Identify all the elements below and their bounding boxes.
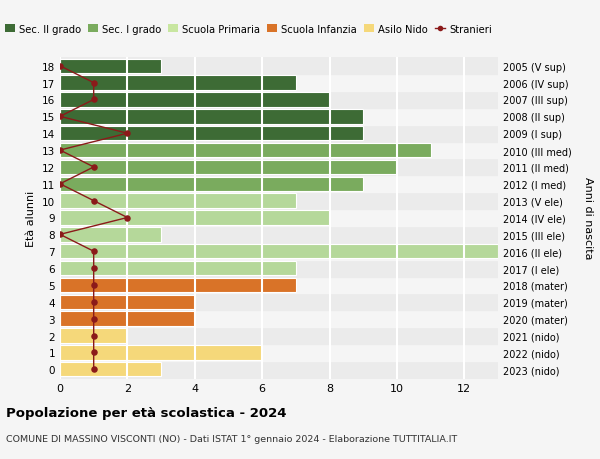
Y-axis label: Età alunni: Età alunni: [26, 190, 37, 246]
Bar: [60, 361, 498, 378]
Bar: [60, 60, 161, 74]
Bar: [60, 210, 498, 226]
Text: COMUNE DI MASSINO VISCONTI (NO) - Dati ISTAT 1° gennaio 2024 - Elaborazione TUTT: COMUNE DI MASSINO VISCONTI (NO) - Dati I…: [6, 434, 457, 443]
Bar: [60, 329, 127, 343]
Point: [89, 164, 98, 171]
Point: [89, 315, 98, 323]
Bar: [60, 295, 195, 309]
Legend: Sec. II grado, Sec. I grado, Scuola Primaria, Scuola Infanzia, Asilo Nido, Stran: Sec. II grado, Sec. I grado, Scuola Prim…: [1, 21, 496, 39]
Point: [89, 197, 98, 205]
Bar: [60, 278, 296, 292]
Point: [89, 332, 98, 340]
Bar: [60, 159, 498, 176]
Bar: [60, 127, 363, 141]
Bar: [60, 312, 195, 326]
Bar: [60, 346, 262, 360]
Point: [55, 147, 65, 154]
Text: Popolazione per età scolastica - 2024: Popolazione per età scolastica - 2024: [6, 406, 287, 419]
Y-axis label: Anni di nascita: Anni di nascita: [583, 177, 593, 259]
Bar: [60, 177, 363, 191]
Point: [55, 113, 65, 121]
Point: [89, 265, 98, 272]
Bar: [60, 211, 329, 225]
Point: [89, 96, 98, 104]
Bar: [60, 109, 498, 125]
Bar: [60, 194, 296, 208]
Bar: [60, 160, 397, 175]
Point: [55, 63, 65, 70]
Bar: [60, 226, 498, 243]
Bar: [60, 294, 498, 311]
Point: [89, 80, 98, 87]
Point: [89, 366, 98, 373]
Bar: [60, 362, 161, 376]
Bar: [60, 176, 498, 193]
Bar: [60, 228, 161, 242]
Bar: [60, 344, 498, 361]
Bar: [60, 75, 498, 92]
Bar: [60, 193, 498, 210]
Point: [89, 248, 98, 255]
Bar: [60, 142, 498, 159]
Bar: [60, 261, 296, 276]
Bar: [60, 76, 296, 90]
Bar: [60, 110, 363, 124]
Bar: [60, 260, 498, 277]
Bar: [60, 93, 329, 107]
Bar: [60, 277, 498, 294]
Bar: [60, 311, 498, 327]
Point: [89, 282, 98, 289]
Point: [89, 349, 98, 356]
Point: [89, 298, 98, 306]
Point: [55, 231, 65, 239]
Bar: [60, 243, 498, 260]
Point: [122, 130, 132, 138]
Point: [55, 181, 65, 188]
Bar: [60, 92, 498, 109]
Bar: [60, 245, 498, 259]
Bar: [60, 144, 431, 158]
Bar: [60, 58, 498, 75]
Bar: [60, 327, 498, 344]
Point: [122, 214, 132, 222]
Bar: [60, 125, 498, 142]
